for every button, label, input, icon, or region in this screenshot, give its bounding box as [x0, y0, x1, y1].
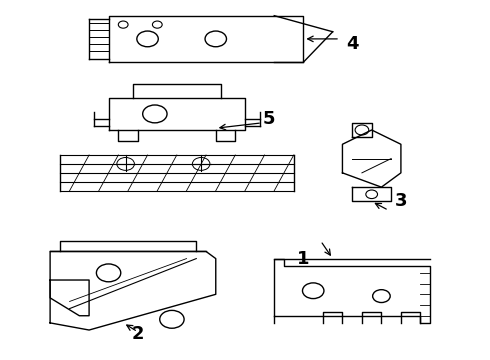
Text: 5: 5 [263, 110, 275, 128]
Text: 3: 3 [394, 193, 407, 211]
Text: 4: 4 [346, 35, 359, 53]
Text: 2: 2 [131, 325, 144, 343]
Text: 1: 1 [297, 249, 310, 267]
